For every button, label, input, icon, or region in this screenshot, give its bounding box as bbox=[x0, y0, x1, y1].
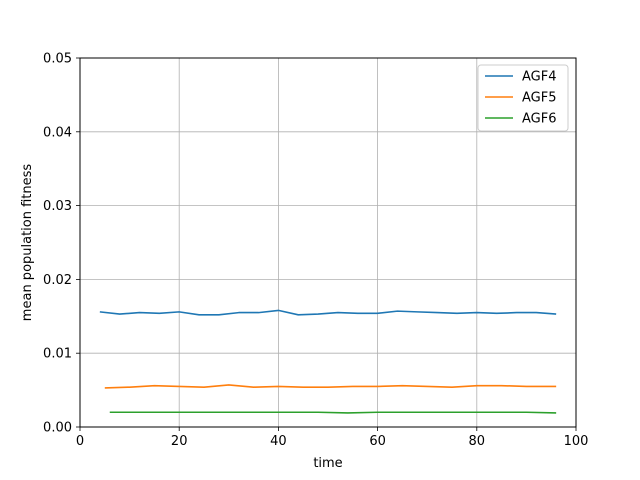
x-tick-label: 60 bbox=[369, 434, 386, 449]
legend-label: AGF4 bbox=[522, 70, 557, 85]
x-ticks: 0 20 40 60 80 100 bbox=[76, 427, 589, 449]
y-ticks: 0.00 0.01 0.02 0.03 0.04 0.05 bbox=[43, 52, 80, 436]
series-line-agf4 bbox=[99, 309, 557, 316]
series-lines bbox=[99, 309, 557, 414]
legend-box bbox=[477, 64, 569, 132]
series-line-agf5 bbox=[104, 384, 557, 389]
grid-lines bbox=[79, 57, 577, 428]
x-tick-label: 100 bbox=[564, 434, 589, 449]
x-axis-label: time bbox=[313, 456, 342, 471]
legend-label: AGF6 bbox=[522, 112, 557, 127]
x-tick-label: 40 bbox=[270, 434, 287, 449]
plot-frame bbox=[79, 57, 577, 428]
y-axis-label: mean population fitness bbox=[20, 164, 35, 322]
y-tick-label: 0.04 bbox=[43, 125, 72, 140]
legend-label: AGF5 bbox=[522, 91, 557, 106]
x-tick-label: 20 bbox=[171, 434, 188, 449]
legend: AGF4 AGF5 AGF6 bbox=[477, 64, 569, 132]
y-tick-label: 0.05 bbox=[43, 52, 72, 67]
x-tick-label: 80 bbox=[469, 434, 486, 449]
y-tick-label: 0.00 bbox=[43, 421, 72, 436]
x-tick-label: 0 bbox=[76, 434, 84, 449]
y-tick-label: 0.03 bbox=[43, 199, 72, 214]
series-line-agf6 bbox=[109, 411, 557, 414]
y-tick-label: 0.02 bbox=[43, 273, 72, 288]
y-tick-label: 0.01 bbox=[43, 347, 72, 362]
